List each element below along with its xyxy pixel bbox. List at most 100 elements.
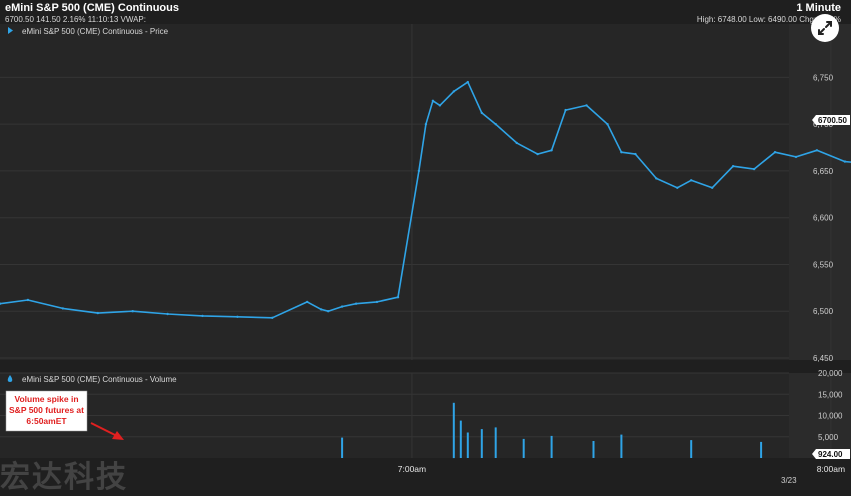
price-point [676, 186, 679, 189]
price-point [452, 90, 455, 93]
price-point [515, 141, 518, 145]
volume-bar [459, 420, 462, 458]
watermark: 宏达科技 [0, 460, 128, 495]
interval-label[interactable]: 1 Minute [796, 2, 841, 14]
price-point [166, 312, 169, 316]
price-y-tick-label: 6,750 [813, 73, 834, 82]
price-point [61, 307, 64, 310]
price-point [564, 108, 567, 112]
volume-legend-marker [7, 375, 13, 382]
annotation-arrowhead [112, 431, 124, 440]
price-y-tick-label: 6,500 [813, 307, 834, 316]
volume-bar [341, 437, 344, 458]
price-point [375, 300, 379, 304]
expand-arrows-icon [818, 21, 832, 35]
price-legend-marker [8, 27, 13, 34]
volume-bar [760, 441, 763, 458]
volume-bar [494, 427, 497, 458]
annotation-arrow [90, 422, 118, 437]
volume-y-tick-label: 15,000 [818, 390, 843, 399]
annotation-line-1: Volume spike in [14, 394, 78, 404]
price-point [466, 80, 469, 84]
volume-y-axis: 20,000 15,000 10,000 5,000 [818, 369, 843, 442]
volume-axis-panel [789, 373, 851, 458]
price-y-tick-label: 6,450 [813, 354, 834, 363]
volume-bar [690, 440, 693, 458]
price-panel-title: eMini S&P 500 (CME) Continuous - Price [22, 27, 169, 36]
price-point [655, 177, 658, 180]
price-point [0, 302, 2, 305]
price-series-line [0, 81, 851, 319]
chart-header-stats: High: 6748.00 Low: 6490.00 Chg: 0.99% [696, 15, 841, 24]
price-panel [0, 24, 789, 360]
volume-spike-annotation: Volume spike in S&P 500 futures at 6:50a… [5, 390, 124, 440]
volume-bar [620, 434, 623, 458]
expand-button[interactable] [811, 14, 839, 42]
last-price-pointer [812, 115, 850, 125]
price-point [431, 99, 435, 103]
price-point [424, 123, 428, 126]
price-y-tick-label: 6,550 [813, 260, 834, 269]
price-point [320, 308, 323, 311]
volume-y-tick-label: 5,000 [818, 433, 839, 442]
price-point [306, 300, 309, 304]
price-point [752, 167, 756, 171]
price-point [634, 152, 637, 156]
price-point [606, 123, 609, 126]
price-point [585, 104, 588, 107]
price-point [236, 315, 239, 318]
price-point [815, 149, 819, 152]
volume-bar [550, 435, 553, 458]
price-point [354, 302, 358, 305]
volume-panel-title: eMini S&P 500 (CME) Continuous - Volume [22, 375, 177, 384]
price-point [438, 104, 442, 107]
annotation-box [5, 390, 88, 432]
last-price-value: 6700.50 [818, 116, 847, 125]
annotation-line-2: S&P 500 futures at [9, 405, 84, 415]
price-point [327, 310, 330, 313]
volume-bar [480, 429, 483, 458]
last-volume-pointer [812, 449, 850, 459]
chart-header-quote: 6700.50 141.50 2.16% 11:10:13 VWAP: [5, 15, 146, 24]
last-price-label: 6700.50 [812, 115, 850, 125]
volume-bar [522, 438, 525, 458]
price-point [417, 169, 421, 173]
price-point [711, 186, 714, 189]
price-y-tick-label: 6,650 [813, 167, 834, 176]
volume-bar [452, 402, 455, 459]
price-point [690, 179, 693, 182]
x-tick-label: 8:00am [817, 464, 845, 474]
price-point [201, 314, 204, 318]
x-tick-label: 7:00am [398, 464, 426, 474]
price-point [26, 298, 30, 302]
price-point [396, 296, 400, 299]
price-point [340, 305, 344, 308]
annotation-line-3: 6:50amET [26, 416, 67, 426]
volume-bar [466, 432, 469, 458]
price-point [731, 165, 735, 168]
price-point [843, 160, 847, 163]
price-axis-panel [789, 24, 851, 360]
volume-bars [341, 402, 763, 459]
volume-y-tick-label: 10,000 [818, 412, 843, 421]
price-point [550, 149, 553, 152]
price-point [773, 151, 777, 154]
price-gridlines [0, 24, 832, 360]
price-point [494, 123, 497, 126]
price-point [271, 316, 274, 319]
x-date-label: 3/23 [781, 476, 797, 485]
price-point [96, 311, 100, 315]
last-volume-label: 924.00 [812, 449, 850, 459]
price-y-tick-label: 6,600 [813, 214, 834, 223]
price-point [131, 310, 134, 313]
price-point [620, 151, 623, 154]
last-volume-value: 924.00 [818, 450, 843, 459]
volume-gridlines [0, 372, 832, 458]
volume-y-tick-label: 20,000 [818, 369, 843, 378]
chart-header-title: eMini S&P 500 (CME) Continuous [5, 2, 179, 14]
price-point [536, 152, 539, 156]
price-point [480, 111, 483, 115]
price-point [794, 155, 798, 159]
